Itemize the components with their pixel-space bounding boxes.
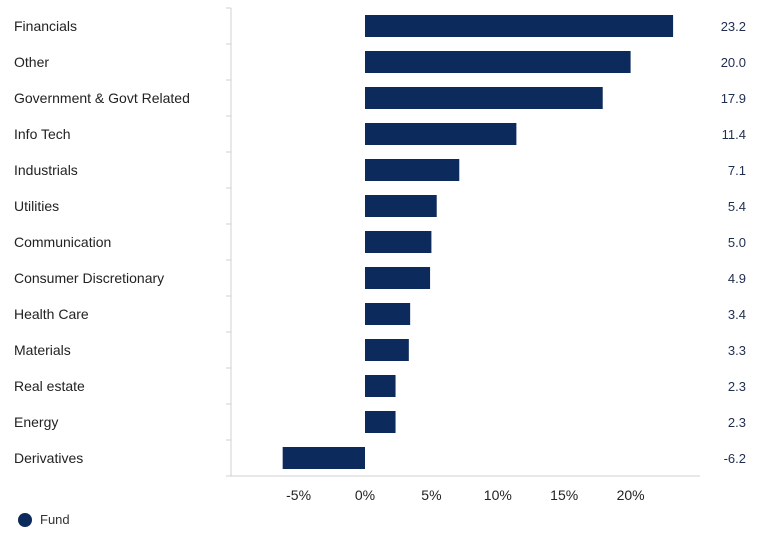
category-label: Financials <box>14 18 77 34</box>
bar <box>365 375 396 397</box>
bar <box>365 195 437 217</box>
bar <box>365 339 409 361</box>
value-label: 3.4 <box>728 307 746 322</box>
value-label: 11.4 <box>722 127 746 142</box>
value-label: 23.2 <box>721 19 746 34</box>
bar <box>365 15 674 37</box>
value-label: 5.4 <box>728 199 746 214</box>
category-label: Materials <box>14 342 71 358</box>
x-tick-label: 5% <box>421 487 441 503</box>
value-label: 3.3 <box>728 343 746 358</box>
category-label: Energy <box>14 414 58 430</box>
bar <box>365 411 396 433</box>
x-tick-label: 10% <box>484 487 512 503</box>
category-label: Utilities <box>14 198 59 214</box>
value-label: 2.3 <box>728 379 746 394</box>
bar <box>365 159 460 181</box>
category-label: Government & Govt Related <box>14 90 190 106</box>
value-label: 2.3 <box>728 415 746 430</box>
x-tick-label: -5% <box>286 487 311 503</box>
x-tick-label: 0% <box>355 487 375 503</box>
category-label: Other <box>14 54 49 70</box>
category-label: Derivatives <box>14 450 83 466</box>
bar <box>365 267 431 289</box>
value-label: 4.9 <box>728 271 746 286</box>
x-tick-label: 20% <box>617 487 645 503</box>
category-label: Consumer Discretionary <box>14 270 164 286</box>
category-label: Industrials <box>14 162 78 178</box>
legend-marker <box>18 512 32 527</box>
value-label: 7.1 <box>728 163 746 178</box>
value-label: 5.0 <box>728 235 746 250</box>
legend: Fund <box>18 512 70 527</box>
category-label: Health Care <box>14 306 89 322</box>
bar-chart: Financials 23.2 Other 20.0 Government & Govt… <box>14 7 746 503</box>
category-label: Real estate <box>14 378 85 394</box>
bar <box>365 123 517 145</box>
bar <box>365 87 603 109</box>
legend-label: Fund <box>40 512 70 527</box>
bar <box>365 231 432 253</box>
category-label: Info Tech <box>14 126 71 142</box>
category-label: Communication <box>14 234 111 250</box>
bar <box>365 303 411 325</box>
bar <box>282 447 365 469</box>
bar <box>365 51 631 73</box>
x-tick-label: 15% <box>550 487 578 503</box>
value-label: 17.9 <box>721 91 746 106</box>
value-label: 20.0 <box>721 55 746 70</box>
value-label: -6.2 <box>724 451 746 466</box>
